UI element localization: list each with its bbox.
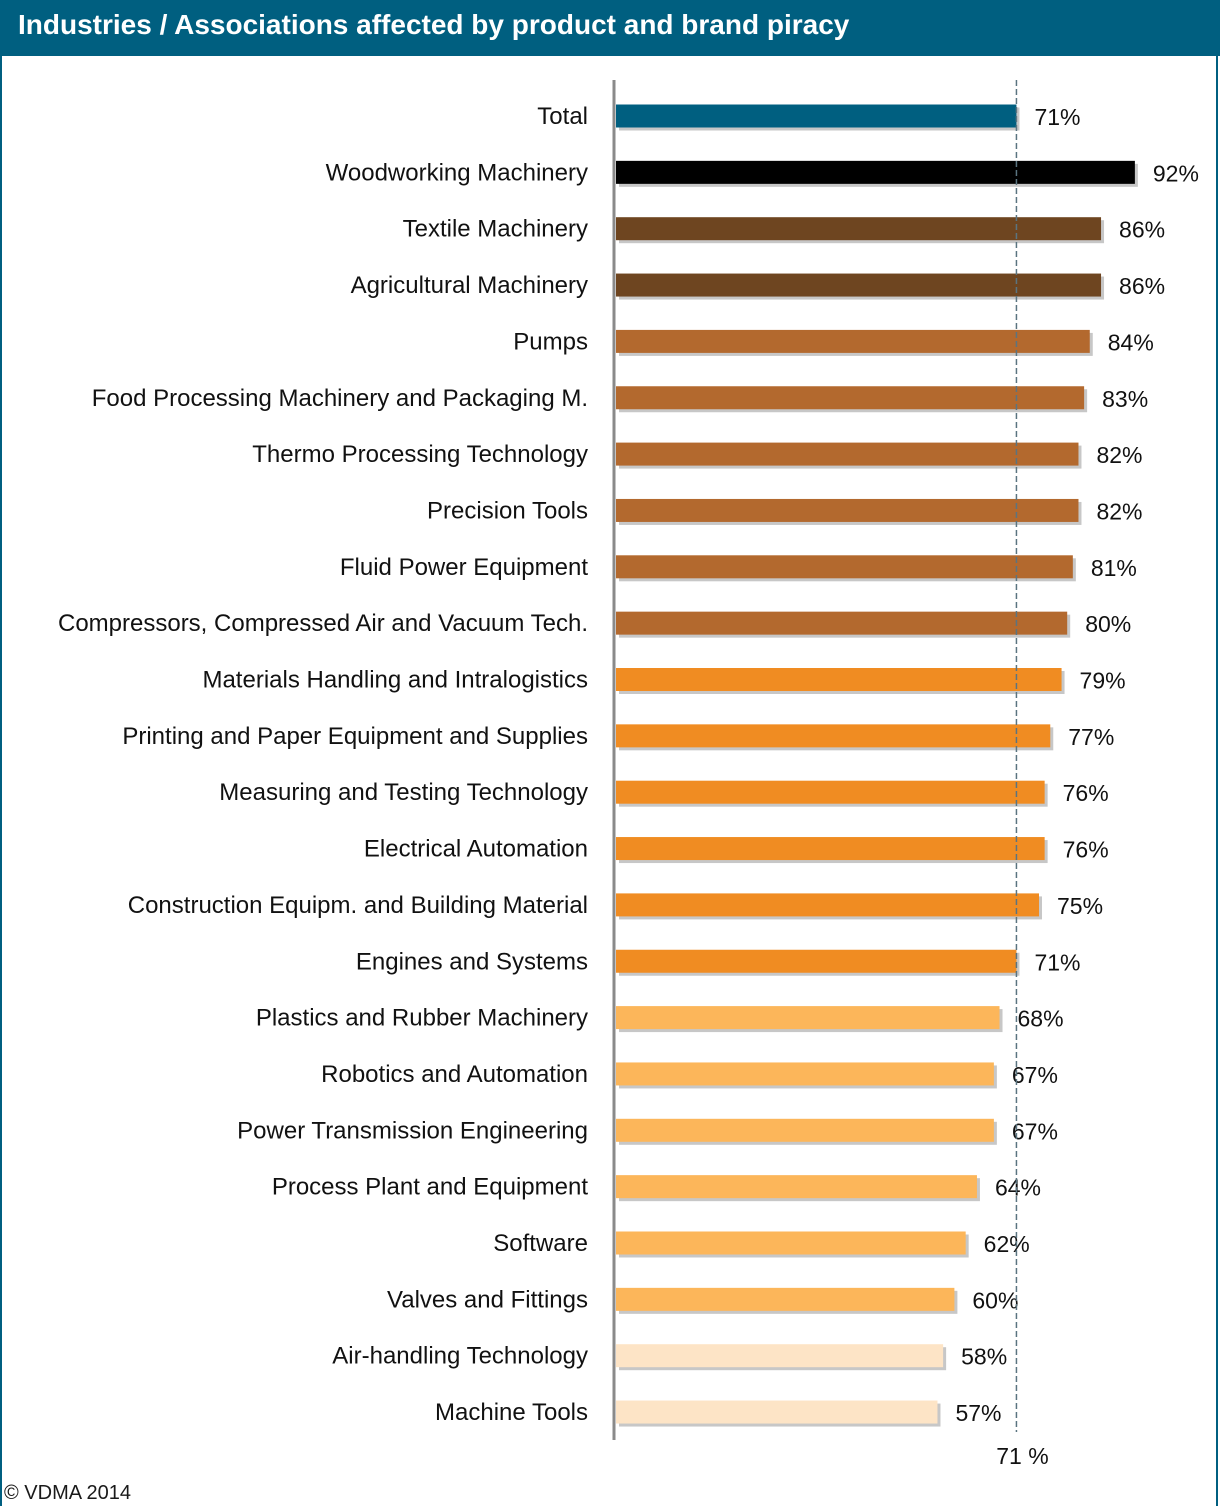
bar bbox=[616, 668, 1062, 691]
category-label: Engines and Systems bbox=[356, 948, 588, 975]
category-label: Machine Tools bbox=[435, 1399, 588, 1426]
value-label: 60% bbox=[972, 1287, 1018, 1313]
bar bbox=[616, 104, 1017, 128]
value-label: 57% bbox=[955, 1400, 1001, 1426]
category-label: Construction Equipm. and Building Materi… bbox=[128, 892, 588, 919]
value-label: 64% bbox=[995, 1175, 1041, 1201]
value-label: 62% bbox=[984, 1231, 1030, 1257]
bar bbox=[616, 555, 1073, 579]
bar bbox=[616, 273, 1102, 297]
category-label: Valves and Fittings bbox=[387, 1286, 588, 1313]
value-label: 67% bbox=[1012, 1062, 1058, 1088]
bar bbox=[616, 1062, 994, 1086]
value-label: 82% bbox=[1096, 498, 1142, 524]
bar bbox=[616, 1118, 994, 1142]
category-label: Materials Handling and Intralogistics bbox=[202, 667, 588, 694]
value-label: 77% bbox=[1068, 724, 1114, 750]
value-label: 81% bbox=[1091, 555, 1137, 581]
category-label: Measuring and Testing Technology bbox=[219, 779, 588, 806]
category-label: Power Transmission Engineering bbox=[237, 1117, 588, 1144]
value-label: 75% bbox=[1057, 893, 1103, 919]
copyright-credit: © VDMA 2014 bbox=[4, 1482, 132, 1504]
chart-title: Industries / Associations affected by pr… bbox=[18, 9, 850, 40]
category-label: Textile Machinery bbox=[403, 216, 588, 243]
bar bbox=[616, 1231, 966, 1255]
category-label: Compressors, Compressed Air and Vacuum T… bbox=[58, 610, 588, 637]
title-bar: Industries / Associations affected by pr… bbox=[0, 0, 1220, 56]
reference-line-label: 71 % bbox=[996, 1443, 1048, 1469]
category-label: Air-handling Technology bbox=[332, 1343, 588, 1370]
bar bbox=[616, 217, 1102, 241]
category-label: Plastics and Rubber Machinery bbox=[256, 1005, 588, 1032]
category-label: Total bbox=[537, 103, 588, 130]
category-label: Electrical Automation bbox=[364, 836, 588, 863]
value-label: 86% bbox=[1119, 273, 1165, 299]
category-label: Fluid Power Equipment bbox=[340, 554, 588, 581]
value-label: 76% bbox=[1063, 780, 1109, 806]
bar bbox=[616, 160, 1135, 184]
category-label: Pumps bbox=[513, 328, 588, 355]
bar bbox=[616, 611, 1068, 635]
bar bbox=[616, 1006, 1000, 1030]
category-label: Woodworking Machinery bbox=[326, 159, 588, 186]
category-label: Food Processing Machinery and Packaging … bbox=[92, 385, 588, 412]
value-label: 82% bbox=[1096, 442, 1142, 468]
bar bbox=[616, 1344, 944, 1368]
bar bbox=[616, 837, 1045, 861]
category-label: Robotics and Automation bbox=[321, 1061, 588, 1088]
bar bbox=[616, 498, 1079, 522]
bar bbox=[616, 442, 1079, 466]
value-label: 80% bbox=[1085, 611, 1131, 637]
bar bbox=[616, 386, 1085, 410]
value-label: 76% bbox=[1063, 837, 1109, 863]
category-label: Agricultural Machinery bbox=[351, 272, 588, 299]
bar bbox=[616, 1175, 977, 1199]
category-label: Software bbox=[493, 1230, 588, 1257]
bar bbox=[616, 949, 1017, 973]
value-label: 67% bbox=[1012, 1118, 1058, 1144]
category-label: Thermo Processing Technology bbox=[252, 441, 588, 468]
category-label: Process Plant and Equipment bbox=[272, 1174, 589, 1201]
value-label: 71% bbox=[1034, 104, 1080, 130]
bar bbox=[616, 1400, 938, 1424]
value-label: 92% bbox=[1153, 160, 1199, 186]
bar bbox=[616, 1287, 955, 1311]
bar bbox=[616, 780, 1045, 804]
value-label: 84% bbox=[1108, 329, 1154, 355]
value-label: 58% bbox=[961, 1344, 1007, 1370]
category-label: Printing and Paper Equipment and Supplie… bbox=[122, 723, 588, 750]
value-label: 79% bbox=[1080, 668, 1126, 694]
value-label: 71% bbox=[1034, 949, 1080, 975]
value-label: 83% bbox=[1102, 386, 1148, 412]
value-label: 86% bbox=[1119, 217, 1165, 243]
bar bbox=[616, 329, 1090, 353]
bar bbox=[616, 724, 1051, 748]
value-label: 68% bbox=[1018, 1006, 1064, 1032]
category-label: Precision Tools bbox=[427, 497, 588, 524]
bar bbox=[616, 893, 1039, 917]
